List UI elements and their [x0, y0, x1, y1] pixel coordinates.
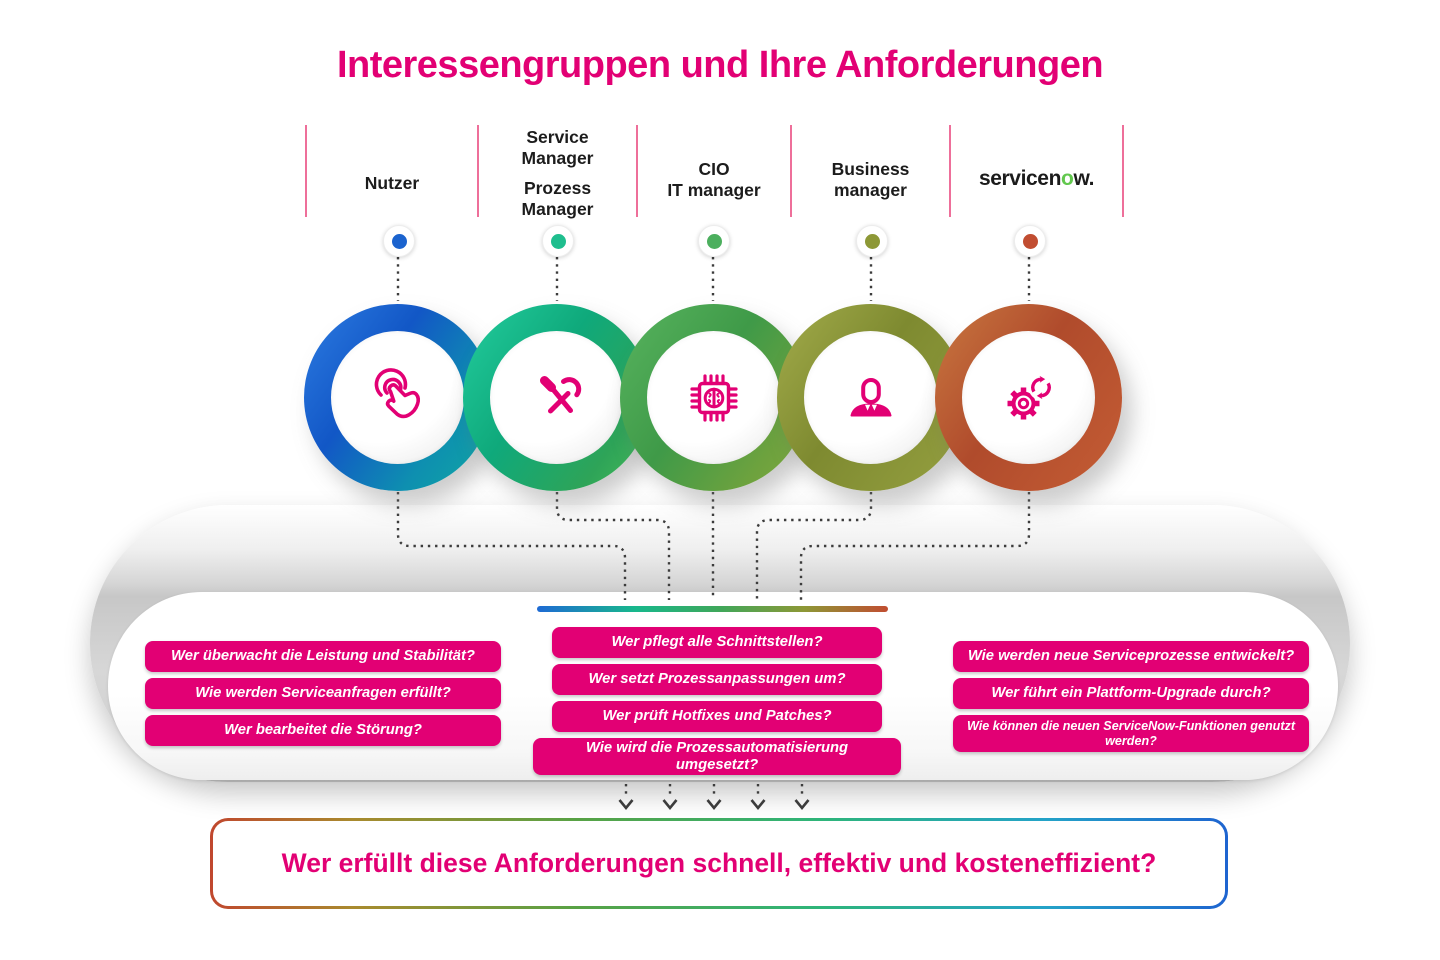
ring-business-manager	[777, 304, 964, 491]
gear-sync-icon	[1007, 374, 1053, 419]
column-separator	[790, 125, 792, 217]
question-pill: Wer bearbeitet die Störung?	[145, 715, 501, 746]
question-column-middle: Wer pflegt alle Schnittstellen? Wer setz…	[533, 627, 901, 776]
column-separator	[636, 125, 638, 217]
stakeholder-label: Prozess Manager	[521, 177, 594, 220]
question-pill: Wer pflegt alle Schnittstellen?	[552, 627, 882, 658]
tap-icon	[374, 367, 420, 418]
timeline-dot-servicenow	[1014, 225, 1046, 257]
stakeholder-column-service-prozess-manager: Service Manager Prozess Manager	[479, 125, 636, 219]
bottom-question-box: Wer erfüllt diese Anforderungen schnell,…	[210, 818, 1228, 909]
stakeholder-column-nutzer: Nutzer	[307, 125, 477, 217]
stakeholder-label: Service Manager	[521, 127, 594, 169]
ring-servicenow	[935, 304, 1122, 491]
question-pill: Wie können die neuen ServiceNow-Funktion…	[953, 715, 1309, 752]
column-separator	[1122, 125, 1124, 217]
stakeholder-header-row: Nutzer Service Manager Prozess Manager C…	[305, 125, 1124, 219]
question-pill: Wie wird die Prozessautomatisierung umge…	[533, 738, 901, 776]
stakeholder-column-business-manager: Business manager	[792, 125, 949, 217]
column-separator	[305, 125, 307, 217]
ring-cio	[620, 304, 807, 491]
dot-teal	[550, 233, 566, 249]
dot-rust	[1022, 233, 1038, 249]
tools-icon	[539, 375, 581, 413]
stakeholder-column-cio-it-manager: CIO IT manager	[638, 125, 790, 217]
question-pill: Wer führt ein Plattform-Upgrade durch?	[953, 678, 1309, 709]
servicenow-logo-green-o: o	[1061, 167, 1074, 190]
question-pill: Wer setzt Prozessanpassungen um?	[552, 664, 882, 695]
stakeholder-label: CIO IT manager	[667, 159, 761, 201]
requirements-panel: Wer überwacht die Leistung und Stabilitä…	[108, 592, 1338, 780]
question-column-left: Wer überwacht die Leistung und Stabilitä…	[145, 641, 501, 746]
question-pill: Wie werden neue Serviceprozesse entwicke…	[953, 641, 1309, 672]
stakeholder-label: Nutzer	[364, 173, 420, 193]
stakeholder-label: Business manager	[831, 159, 910, 201]
bottom-question-text: Wer erfüllt diese Anforderungen schnell,…	[281, 848, 1157, 878]
column-separator	[949, 125, 951, 217]
timeline-dot-nutzer	[383, 225, 415, 257]
chip-brain-icon	[689, 373, 738, 422]
timeline-dot-cio	[698, 225, 730, 257]
column-separator	[477, 125, 479, 217]
diagram-title: Interessengruppen und Ihre Anforderungen	[336, 44, 1104, 86]
gradient-divider-bar	[537, 606, 888, 612]
dot-green	[706, 233, 722, 249]
question-pill: Wie werden Serviceanfragen erfüllt?	[145, 678, 501, 709]
stakeholder-column-servicenow: servicenow.	[951, 125, 1122, 217]
dot-blue	[391, 233, 407, 249]
timeline-dot-business-manager	[856, 225, 888, 257]
question-pill: Wer prüft Hotfixes und Patches?	[552, 701, 882, 732]
person-icon	[850, 377, 891, 416]
ring-nutzer	[304, 304, 491, 491]
down-arrows	[618, 799, 810, 811]
question-column-right: Wie werden neue Serviceprozesse entwicke…	[953, 641, 1309, 752]
question-pill: Wer überwacht die Leistung und Stabilitä…	[145, 641, 501, 672]
dot-olive	[864, 233, 880, 249]
ring-service-manager	[463, 304, 650, 491]
servicenow-logo: servicenow.	[978, 167, 1095, 190]
timeline-dot-service-manager	[542, 225, 574, 257]
